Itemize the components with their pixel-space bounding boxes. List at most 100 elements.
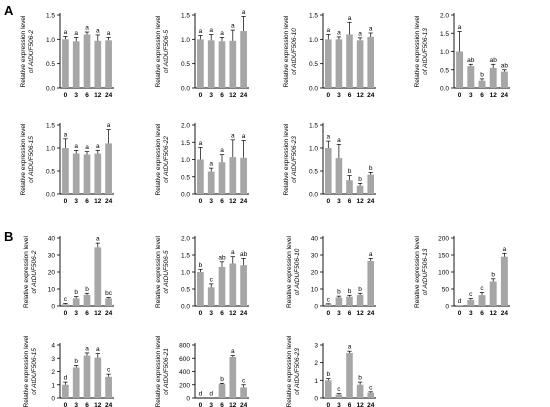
significance-letter: a bbox=[199, 28, 203, 35]
bar bbox=[346, 296, 353, 306]
significance-letter: a bbox=[358, 30, 362, 37]
bar bbox=[489, 67, 497, 88]
y-tick-label: 0.5 bbox=[46, 169, 55, 176]
significance-letter: a bbox=[369, 26, 373, 33]
x-tick-label: 3 bbox=[469, 310, 473, 317]
significance-letter: a bbox=[96, 236, 100, 243]
x-tick-label: 0 bbox=[458, 310, 462, 317]
bar bbox=[240, 387, 247, 398]
significance-letter: a bbox=[107, 122, 111, 129]
x-tick-label: 3 bbox=[337, 310, 341, 317]
y-axis-label: Relative expression level bbox=[155, 335, 162, 407]
bar bbox=[367, 260, 374, 306]
y-axis-label: Relative expression level bbox=[23, 335, 30, 407]
significance-letter: d bbox=[209, 390, 213, 397]
bar bbox=[218, 41, 226, 88]
y-tick-label: 800 bbox=[179, 343, 190, 350]
significance-letter: d bbox=[64, 375, 68, 382]
bar bbox=[356, 384, 364, 398]
x-tick-label: 6 bbox=[85, 198, 89, 205]
x-tick-label: 24 bbox=[105, 310, 113, 317]
x-tick-label: 0 bbox=[199, 402, 203, 407]
bar bbox=[62, 39, 69, 88]
significance-letter: a bbox=[242, 9, 246, 16]
x-tick-label: 12 bbox=[229, 198, 237, 205]
y-tick-label: 1.0 bbox=[309, 37, 318, 44]
x-tick-label: 12 bbox=[356, 92, 364, 99]
y-axis-label: Relative expression level bbox=[20, 123, 27, 195]
significance-letter: c bbox=[469, 291, 473, 298]
x-tick-label: 12 bbox=[94, 310, 102, 317]
bar bbox=[105, 376, 112, 398]
y-axis-label: Relative expression level bbox=[283, 123, 290, 195]
x-tick-label: 24 bbox=[105, 402, 113, 407]
significance-letter: a bbox=[503, 246, 507, 253]
bar bbox=[94, 40, 102, 88]
x-tick-label: 24 bbox=[501, 310, 509, 317]
y-tick-label: 0.0 bbox=[181, 192, 190, 199]
significance-letter: ab bbox=[240, 251, 248, 258]
y-tick-label: 1.0 bbox=[46, 146, 55, 153]
bar bbox=[62, 148, 69, 194]
significance-letter: a bbox=[64, 29, 68, 36]
bar bbox=[325, 39, 332, 88]
y-tick-label: 0 bbox=[51, 396, 55, 403]
bar bbox=[62, 304, 69, 306]
significance-letter: ab bbox=[490, 57, 498, 64]
x-tick-label: 24 bbox=[105, 92, 113, 99]
x-tick-label: 12 bbox=[229, 92, 237, 99]
bar bbox=[62, 384, 69, 398]
significance-letter: c bbox=[480, 285, 484, 292]
bar bbox=[229, 356, 237, 398]
significance-letter: c bbox=[210, 276, 214, 283]
bar bbox=[83, 294, 91, 306]
y-tick-label: 0.5 bbox=[181, 174, 190, 181]
x-tick-label: 12 bbox=[94, 92, 102, 99]
significance-letter: a bbox=[242, 133, 246, 140]
bar bbox=[105, 298, 112, 306]
bar bbox=[325, 380, 332, 398]
y-tick-label: 10 bbox=[311, 287, 319, 294]
y-tick-label: 600 bbox=[179, 356, 190, 363]
significance-letter: a bbox=[74, 30, 78, 37]
significance-letter: a bbox=[337, 29, 341, 36]
significance-letter: a bbox=[85, 25, 89, 32]
y-axis-gene-label: of AtDUF506-23 bbox=[291, 136, 298, 183]
y-tick-label: 0.5 bbox=[46, 61, 55, 68]
bar bbox=[467, 66, 475, 88]
x-tick-label: 0 bbox=[458, 92, 462, 99]
bar bbox=[197, 39, 204, 88]
y-tick-label: 30 bbox=[48, 253, 56, 260]
x-tick-label: 0 bbox=[199, 92, 203, 99]
y-tick-label: 0 bbox=[51, 304, 55, 311]
x-tick-label: 24 bbox=[240, 402, 248, 407]
y-tick-label: 50 bbox=[442, 287, 450, 294]
x-tick-label: 12 bbox=[490, 310, 498, 317]
y-tick-label: 1.0 bbox=[181, 270, 190, 277]
x-tick-label: 6 bbox=[85, 310, 89, 317]
bar bbox=[367, 392, 374, 398]
x-tick-label: 24 bbox=[367, 198, 375, 205]
y-tick-label: 0.5 bbox=[181, 61, 190, 68]
y-tick-label: 100 bbox=[438, 270, 449, 277]
significance-letter: a bbox=[96, 27, 100, 34]
y-axis-label: Relative expression level bbox=[155, 123, 162, 195]
significance-letter: a bbox=[199, 140, 203, 147]
bar bbox=[346, 352, 353, 398]
y-tick-label: 2.0 bbox=[181, 123, 190, 130]
significance-letter: b bbox=[369, 165, 373, 172]
significance-letter: b bbox=[326, 371, 330, 378]
significance-letter: a bbox=[209, 161, 213, 168]
y-tick-label: 20 bbox=[48, 270, 56, 277]
significance-letter: c bbox=[369, 384, 373, 391]
x-tick-label: 3 bbox=[74, 402, 78, 407]
significance-letter: a bbox=[96, 346, 100, 353]
bar bbox=[72, 41, 80, 88]
y-axis-gene-label: of AtDUF506-22 bbox=[163, 136, 170, 183]
x-tick-label: 0 bbox=[326, 310, 330, 317]
significance-letter: a bbox=[231, 348, 235, 355]
y-tick-label: 1.5 bbox=[46, 123, 55, 130]
x-tick-label: 3 bbox=[337, 198, 341, 205]
bar bbox=[335, 158, 343, 194]
